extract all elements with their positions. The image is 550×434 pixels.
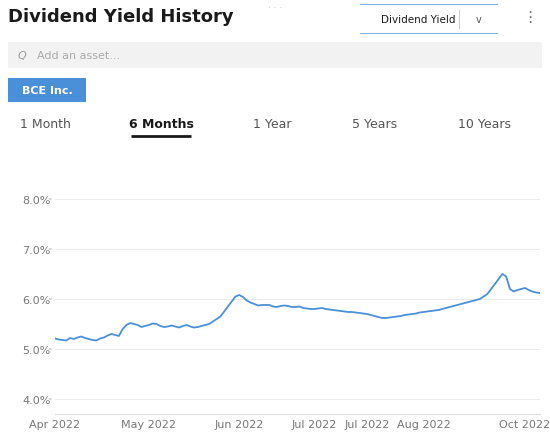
Text: 1 Year: 1 Year [253,118,292,131]
Text: Dividend Yield History: Dividend Yield History [8,8,234,26]
Text: 10 Years: 10 Years [458,118,510,131]
Text: v: v [476,15,482,25]
Text: Dividend Yield: Dividend Yield [381,15,455,25]
Text: 6 Months: 6 Months [129,118,194,131]
Text: Q: Q [18,51,26,61]
Text: 5 Years: 5 Years [353,118,398,131]
Text: BCE Inc.: BCE Inc. [21,86,73,96]
Text: Add an asset...: Add an asset... [37,51,120,61]
Text: ⋮: ⋮ [522,10,538,25]
Text: · · ·: · · · [268,4,282,13]
FancyBboxPatch shape [0,76,94,105]
Text: 1 Month: 1 Month [20,118,70,131]
FancyBboxPatch shape [355,5,503,35]
